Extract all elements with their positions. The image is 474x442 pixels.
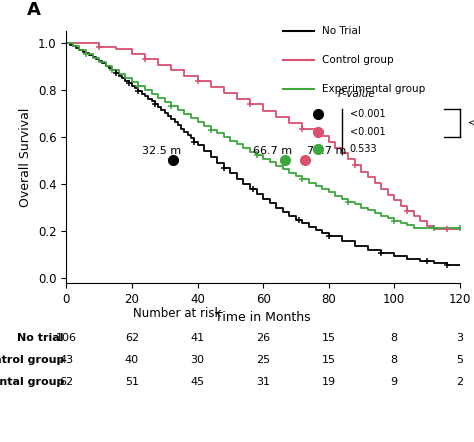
Text: 45: 45 — [191, 377, 205, 387]
Text: A: A — [27, 1, 41, 19]
Text: Experimental group: Experimental group — [0, 377, 64, 387]
Text: 40: 40 — [125, 355, 139, 365]
Text: 62: 62 — [59, 377, 73, 387]
Text: 15: 15 — [322, 355, 336, 365]
Text: 19: 19 — [321, 377, 336, 387]
Text: 3: 3 — [456, 333, 463, 343]
Text: 31: 31 — [256, 377, 270, 387]
Text: 25: 25 — [256, 355, 270, 365]
Text: Control group: Control group — [322, 55, 394, 65]
Text: 62: 62 — [125, 333, 139, 343]
Text: Control group: Control group — [0, 355, 64, 365]
Text: 5: 5 — [456, 355, 463, 365]
Text: <0.001: <0.001 — [350, 127, 385, 137]
Text: P-value: P-value — [338, 89, 375, 99]
Text: Number at risk: Number at risk — [133, 307, 221, 320]
X-axis label: Time in Months: Time in Months — [215, 311, 311, 324]
Text: 2: 2 — [456, 377, 464, 387]
Text: 26: 26 — [256, 333, 270, 343]
Text: Experimental group: Experimental group — [322, 84, 425, 94]
Text: 32.5 m: 32.5 m — [142, 146, 181, 156]
Text: 8: 8 — [391, 355, 398, 365]
Text: 8: 8 — [391, 333, 398, 343]
Text: 0.533: 0.533 — [350, 145, 377, 154]
Text: 106: 106 — [56, 333, 77, 343]
Text: 51: 51 — [125, 377, 139, 387]
Text: No trial: No trial — [18, 333, 64, 343]
Text: 15: 15 — [322, 333, 336, 343]
Text: <0.001: <0.001 — [350, 109, 385, 119]
Text: 41: 41 — [191, 333, 205, 343]
Y-axis label: Overall Survival: Overall Survival — [19, 107, 32, 206]
Text: 9: 9 — [391, 377, 398, 387]
Text: 30: 30 — [191, 355, 204, 365]
Text: 66.7 m: 66.7 m — [253, 146, 292, 156]
Text: No Trial: No Trial — [322, 26, 361, 36]
Text: <0.001: <0.001 — [468, 118, 474, 128]
Text: 72.7 m: 72.7 m — [307, 146, 346, 156]
Text: 43: 43 — [59, 355, 73, 365]
